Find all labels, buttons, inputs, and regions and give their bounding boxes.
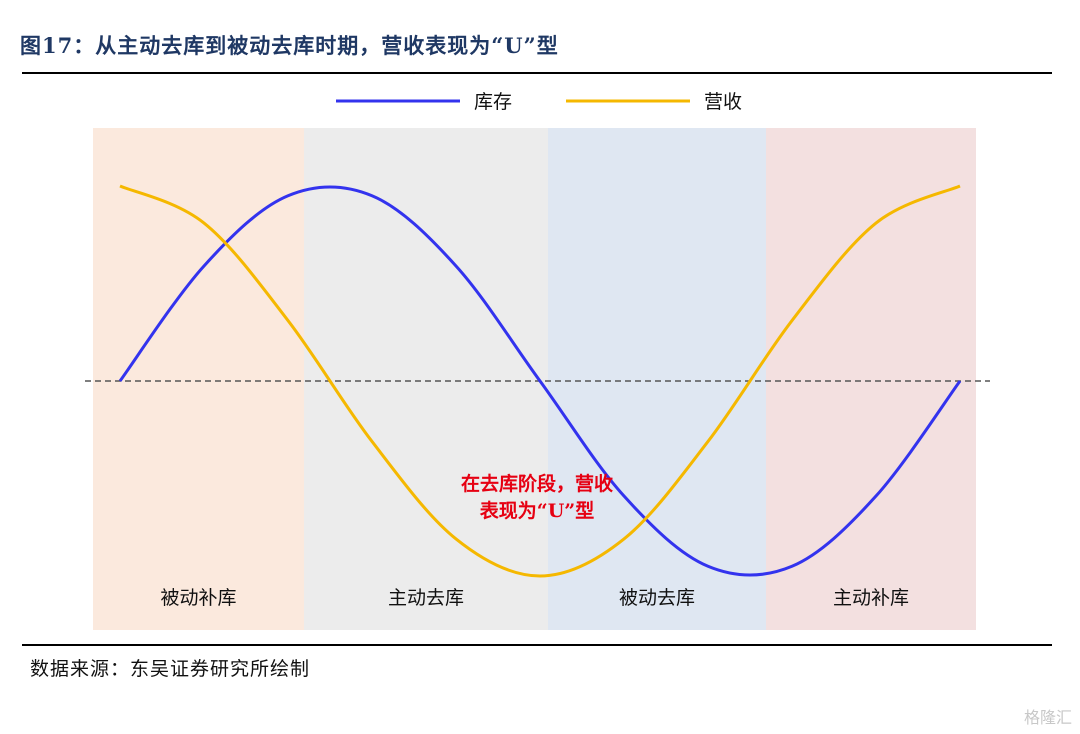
revenue-line — [119, 184, 961, 578]
phase-label: 主动去库 — [388, 587, 464, 609]
figure-title: 图17：从主动去库到被动去库时期，营收表现为“U”型 — [20, 33, 559, 58]
phase-band — [93, 128, 304, 630]
source-note: 数据来源：东吴证券研究所绘制 — [30, 658, 311, 680]
phase-band — [304, 128, 548, 630]
title-rule — [22, 72, 1052, 74]
inventory-line — [118, 185, 962, 577]
source-rule — [22, 644, 1052, 646]
phase-label: 被动去库 — [619, 587, 695, 609]
phase-label: 被动补库 — [160, 587, 236, 609]
annotation-text: 在去库阶段，营收 — [461, 472, 613, 495]
watermark-logo: 格隆汇 — [1023, 708, 1072, 727]
phase-label: 主动补库 — [833, 587, 909, 609]
phase-band — [548, 128, 766, 630]
annotation-text: 表现为“U”型 — [480, 499, 594, 522]
phase-band — [766, 128, 976, 630]
legend-label: 营收 — [704, 91, 742, 113]
legend-label: 库存 — [474, 91, 512, 113]
